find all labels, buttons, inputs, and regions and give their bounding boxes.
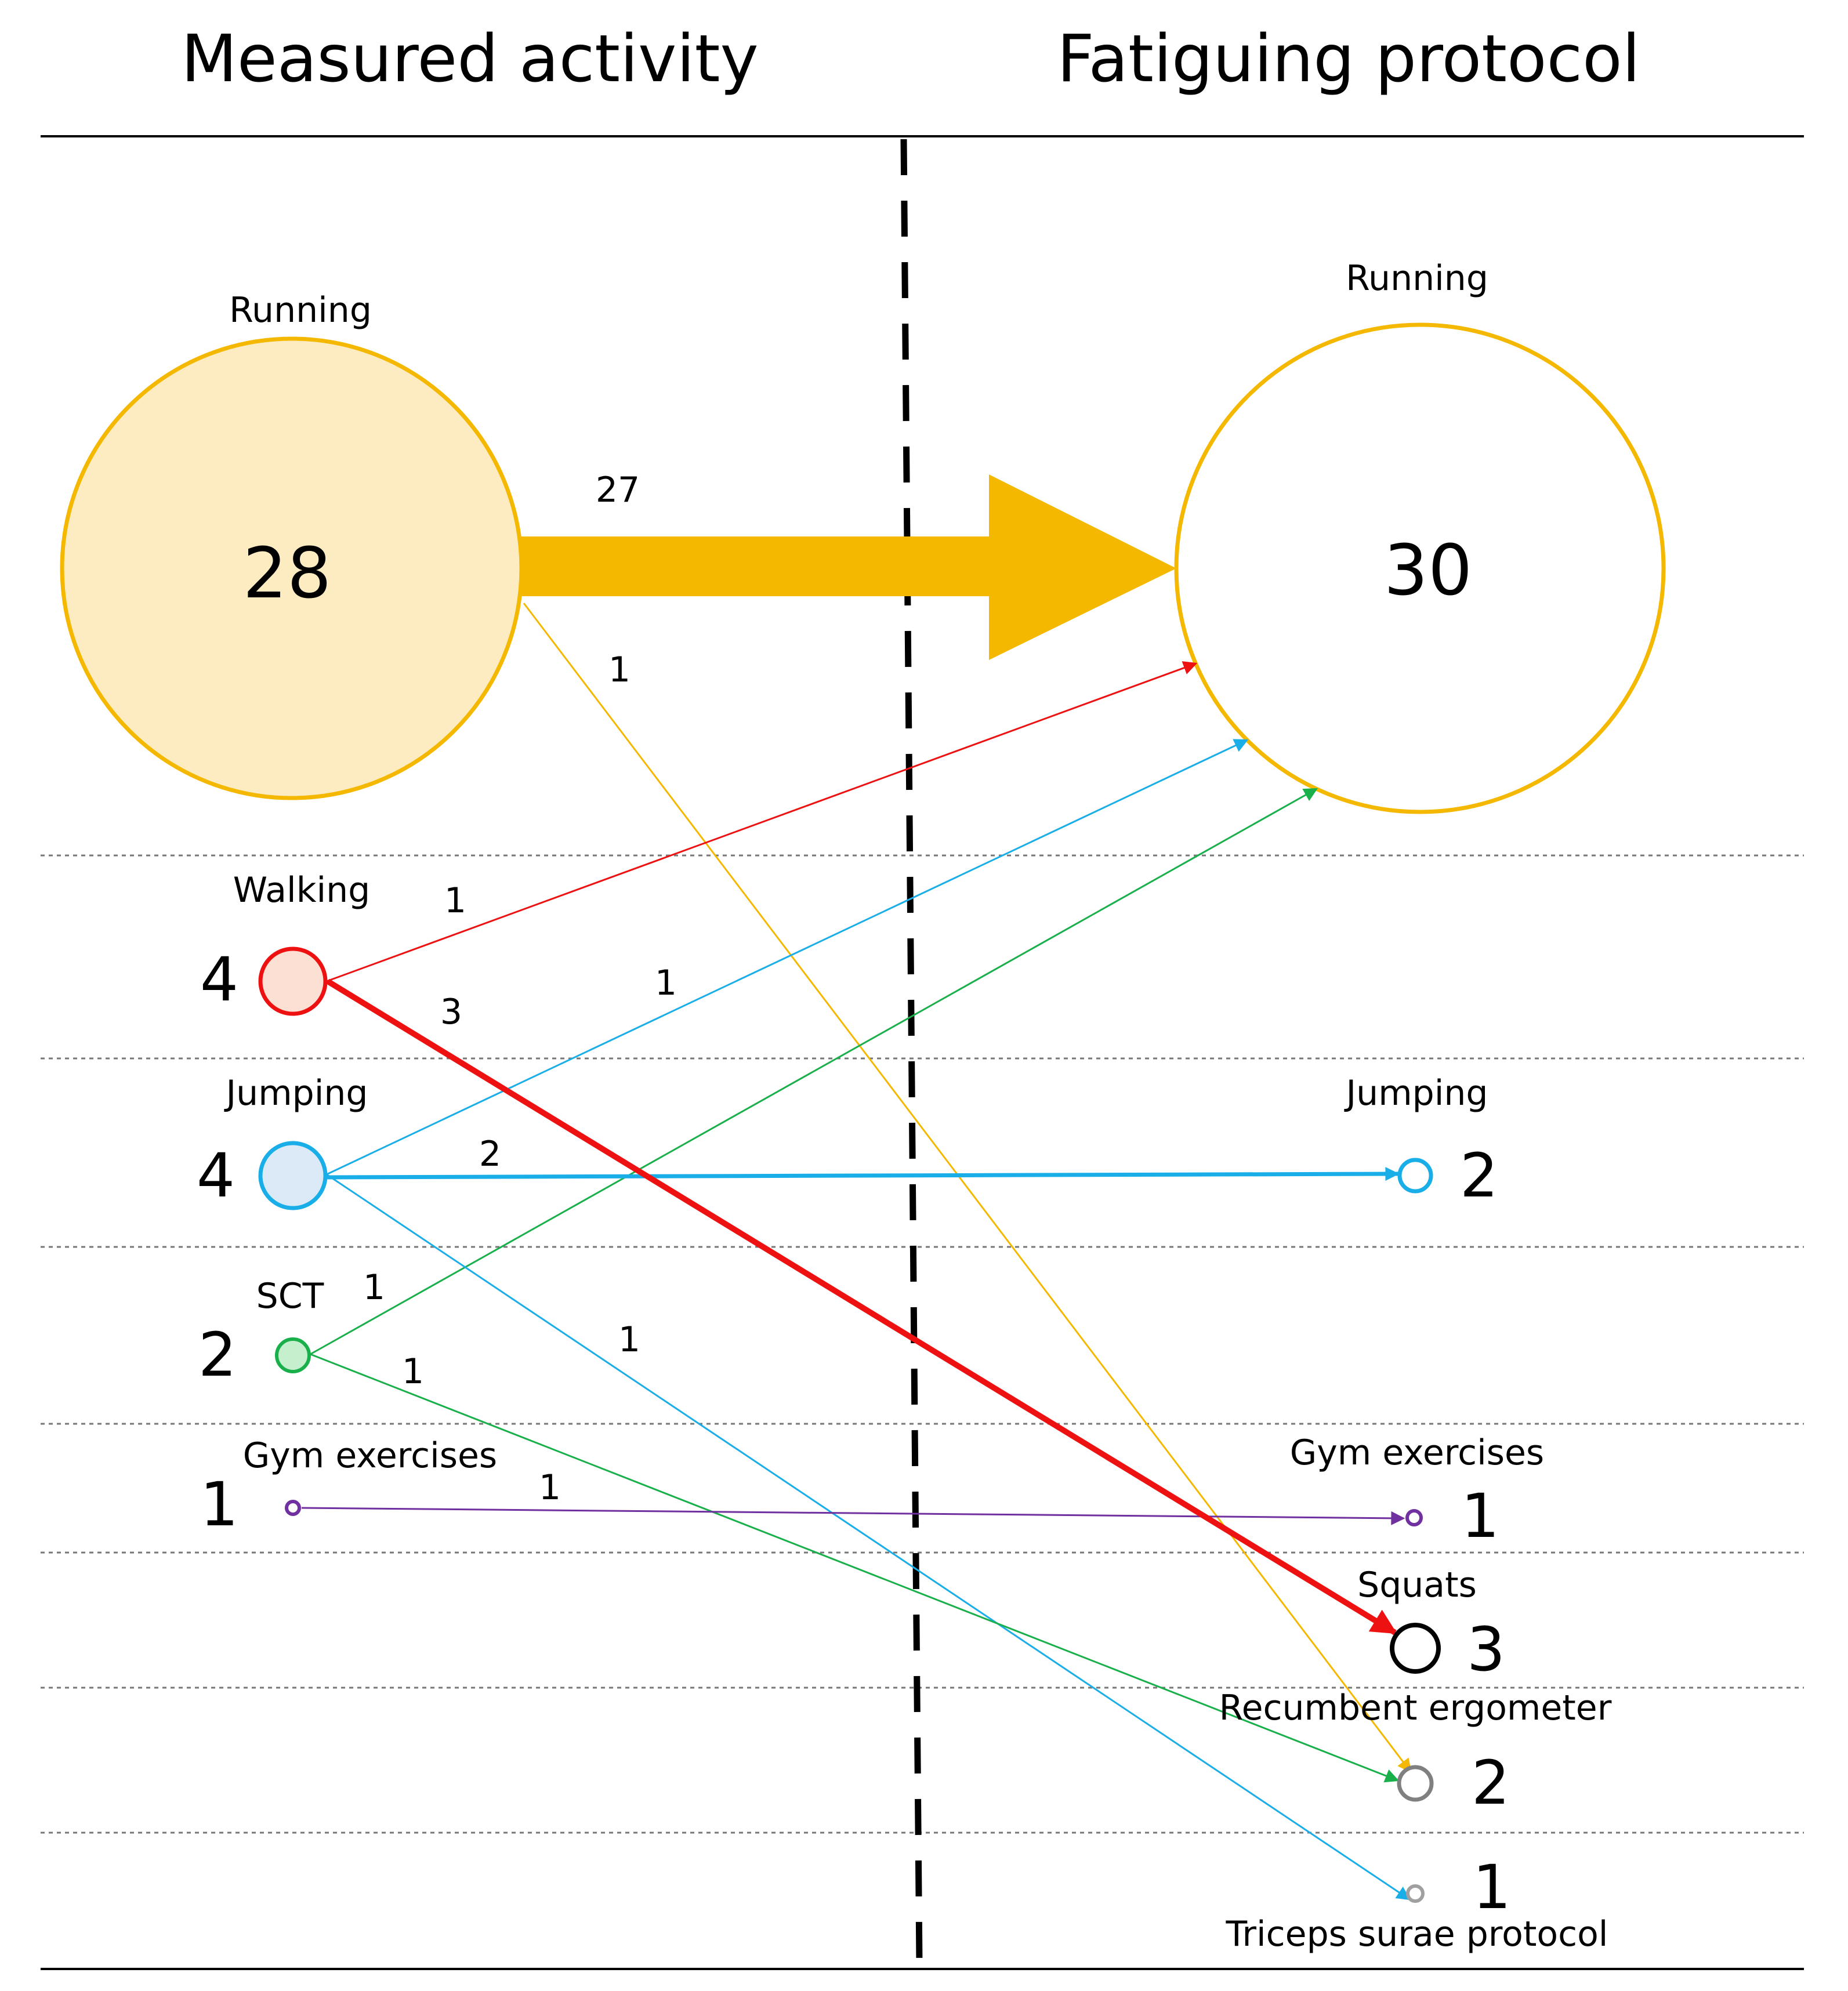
left-walking-label: Walking xyxy=(233,870,370,911)
edge-label-jumping-running: 1 xyxy=(655,963,677,1003)
header-fatiguing-protocol: Fatiguing protocol xyxy=(1057,21,1640,97)
right-ergometer-label: Recumbent ergometer xyxy=(1219,1688,1612,1728)
edge-sct-ergometer xyxy=(310,1353,1400,1783)
left-running-label: Running xyxy=(229,290,372,331)
right-gym-label: Gym exercises xyxy=(1290,1432,1544,1473)
edge-label-running-ergometer: 1 xyxy=(608,650,631,690)
right-triceps-count: 1 xyxy=(1473,1852,1511,1923)
left-running-count: 28 xyxy=(243,534,332,614)
left-gym-node xyxy=(285,1500,301,1516)
right-jumping-label: Jumping xyxy=(1343,1073,1488,1114)
right-gym-node xyxy=(1405,1509,1423,1526)
left-jumping-count: 4 xyxy=(197,1140,235,1211)
edge-walking-running xyxy=(326,661,1198,982)
right-ergometer-count: 2 xyxy=(1472,1747,1510,1818)
right-ergometer-node xyxy=(1397,1765,1434,1802)
edge-label-running-running: 27 xyxy=(596,470,640,510)
edge-label-jumping-triceps: 1 xyxy=(618,1319,640,1360)
edge-label-sct-running: 1 xyxy=(363,1267,385,1308)
right-triceps-node xyxy=(1406,1884,1425,1903)
left-walking-count: 4 xyxy=(200,944,238,1015)
running-to-running-arrow xyxy=(521,474,1176,660)
left-sct-label: SCT xyxy=(256,1276,324,1317)
right-jumping-count: 2 xyxy=(1460,1140,1498,1211)
edge-walking-squats xyxy=(326,978,1397,1635)
center-dashed-divider xyxy=(900,139,923,1964)
edge-jumping-jumping xyxy=(326,1167,1400,1181)
left-gym-label: Gym exercises xyxy=(243,1435,497,1476)
left-jumping-node xyxy=(258,1141,328,1210)
edge-running-ergometer xyxy=(523,603,1412,1773)
left-gym-count: 1 xyxy=(200,1469,238,1540)
right-gym-count: 1 xyxy=(1461,1481,1499,1551)
right-triceps-label: Triceps surae protocol xyxy=(1226,1914,1608,1954)
right-running-node xyxy=(1174,322,1666,814)
left-walking-node xyxy=(258,946,328,1016)
right-squats-node xyxy=(1390,1623,1441,1674)
right-running-label: Running xyxy=(1346,258,1488,299)
edge-label-walking-running: 1 xyxy=(444,880,466,921)
row-separators xyxy=(41,854,1804,1834)
left-jumping-label: Jumping xyxy=(223,1073,368,1114)
edge-jumping-triceps xyxy=(326,1173,1411,1901)
edge-label-jumping-jumping: 2 xyxy=(479,1134,501,1174)
left-sct-node xyxy=(275,1337,311,1373)
right-squats-count: 3 xyxy=(1467,1614,1505,1685)
edge-gym-gym xyxy=(301,1507,1405,1525)
edge-sct-running xyxy=(310,788,1318,1355)
left-running-node xyxy=(60,336,524,800)
right-jumping-node xyxy=(1397,1158,1433,1194)
edge-label-sct-ergometer: 1 xyxy=(402,1351,424,1392)
left-sct-count: 2 xyxy=(198,1319,237,1390)
right-squats-label: Squats xyxy=(1357,1565,1477,1605)
right-running-count: 30 xyxy=(1384,531,1473,611)
edge-label-gym-gym: 1 xyxy=(539,1467,561,1508)
header-measured-activity: Measured activity xyxy=(181,21,759,97)
edge-jumping-running xyxy=(326,739,1249,1176)
edge-label-walking-squats: 3 xyxy=(440,992,462,1032)
